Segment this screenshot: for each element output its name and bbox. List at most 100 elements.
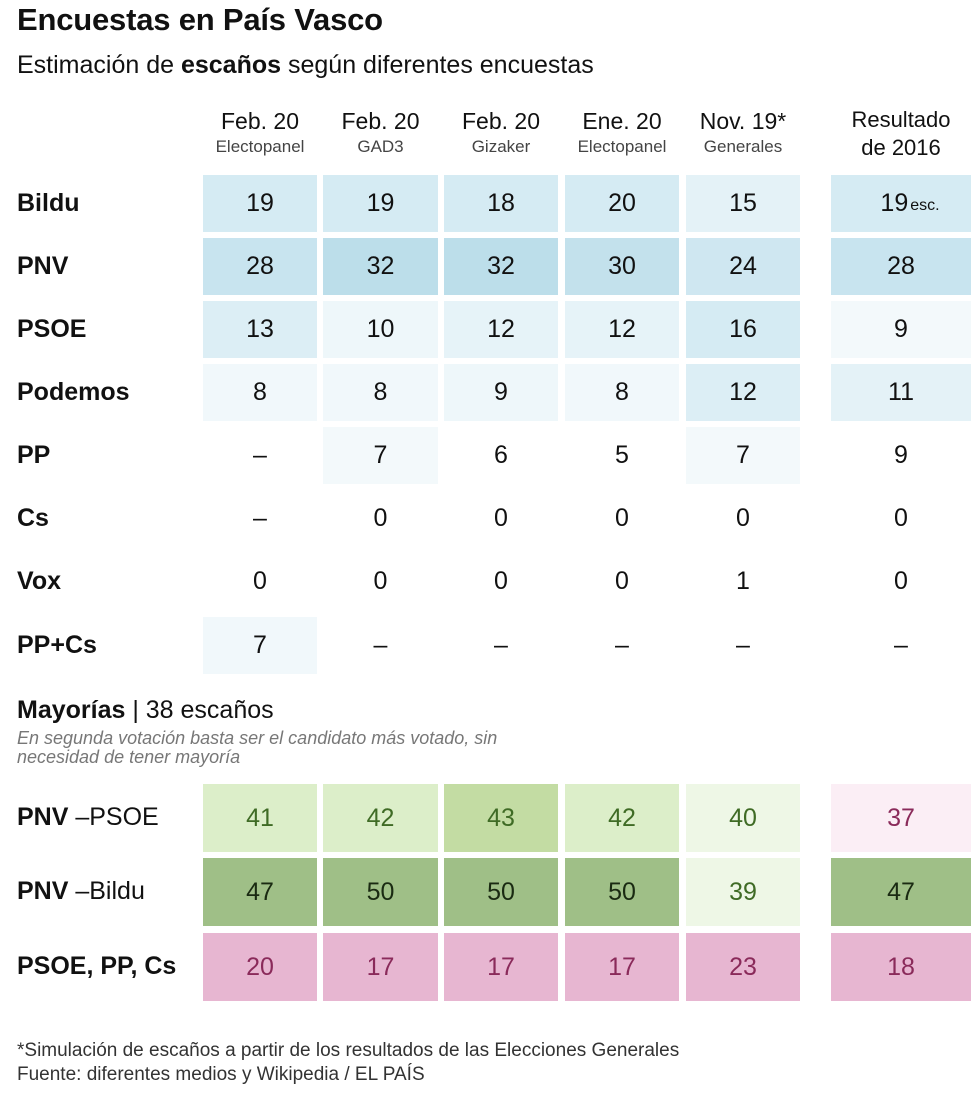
party-label: Bildu xyxy=(17,189,80,217)
seat-cell: – xyxy=(565,617,679,674)
seat-cell: 10 xyxy=(323,301,438,358)
seat-cell: 9 xyxy=(831,301,971,358)
seat-value: 24 xyxy=(729,252,757,280)
majorities-note: En segunda votación basta ser el candida… xyxy=(17,728,498,767)
column-header: Ene. 20 Electopanel xyxy=(565,110,679,156)
seat-cell: 0 xyxy=(323,553,438,610)
seat-value: 8 xyxy=(615,378,629,406)
seat-value: 10 xyxy=(366,315,395,343)
coalition-label: PNV –Bildu xyxy=(17,877,145,906)
seat-value: 0 xyxy=(494,504,508,532)
seat-cell: 19 xyxy=(323,175,438,232)
majorities-heading: Mayorías | 38 escaños xyxy=(17,696,274,725)
seat-value: – xyxy=(373,631,388,659)
column-header-line2: Electopanel xyxy=(215,137,305,156)
seat-unit: esc. xyxy=(910,196,940,214)
seat-value: 12 xyxy=(729,378,757,406)
seat-cell: 0 xyxy=(686,490,800,547)
seat-cell: 0 xyxy=(203,553,317,610)
seat-cell: 0 xyxy=(565,553,679,610)
majorities-heading-bold: Mayorías xyxy=(17,696,126,724)
seat-cell: 0 xyxy=(831,553,971,610)
seat-value: – xyxy=(253,504,267,532)
seat-cell: – xyxy=(444,617,558,674)
seat-value: 5 xyxy=(615,441,629,469)
column-header-line2: de 2016 xyxy=(861,135,941,160)
majority-value: 50 xyxy=(487,877,515,906)
seat-value: 16 xyxy=(729,315,757,343)
seat-cell: 0 xyxy=(831,490,971,547)
coalition-label-bold: PNV xyxy=(17,877,69,905)
seat-cell: 8 xyxy=(323,364,438,421)
column-header-line1: Resultado xyxy=(851,107,951,132)
seat-value: 0 xyxy=(373,504,388,532)
majority-cell: 47 xyxy=(203,858,317,926)
coalition-label-bold: PNV xyxy=(17,803,69,831)
majority-cell: 37 xyxy=(831,784,971,852)
majority-value: 47 xyxy=(246,877,274,906)
chart-subtitle: Estimación de escaños según diferentes e… xyxy=(17,51,594,80)
seat-value: – xyxy=(494,631,508,659)
footnote-source: Fuente: diferentes medios y Wikipedia / … xyxy=(17,1064,425,1085)
seat-value: 9 xyxy=(894,441,908,469)
seat-cell: 12 xyxy=(444,301,558,358)
seat-cell: 0 xyxy=(444,553,558,610)
column-header: Feb. 20 GAD3 xyxy=(323,110,438,156)
majority-cell: 17 xyxy=(444,933,558,1001)
seat-cell: 11 xyxy=(831,364,971,421)
seat-cell: – xyxy=(831,617,971,674)
seat-value: 12 xyxy=(608,315,636,343)
majority-cell: 18 xyxy=(831,933,971,1001)
seat-cell: 32 xyxy=(444,238,558,295)
seat-value: 9 xyxy=(894,315,908,343)
seat-value: 19 xyxy=(246,189,274,217)
majorities-heading-rest: | 38 escaños xyxy=(125,696,274,724)
seat-value: – xyxy=(615,631,629,659)
seat-value: 32 xyxy=(487,252,515,280)
column-header-line1: Feb. 20 xyxy=(462,108,540,134)
majority-value: 40 xyxy=(729,803,757,832)
column-header: Resultado de 2016 xyxy=(831,106,971,162)
majority-cell: 23 xyxy=(686,933,800,1001)
subtitle-post: según diferentes encuestas xyxy=(281,51,594,79)
seat-value: 19 xyxy=(880,189,909,217)
majority-cell: 42 xyxy=(323,784,438,852)
seat-cell: 0 xyxy=(323,490,438,547)
seat-cell: 7 xyxy=(323,427,438,484)
majority-value: 17 xyxy=(608,952,636,981)
seat-cell: 1 xyxy=(686,553,800,610)
majority-cell: 40 xyxy=(686,784,800,852)
column-header-line2: Gizaker xyxy=(471,137,531,156)
majority-value: 50 xyxy=(366,877,395,906)
footnote-simulation: *Simulación de escaños a partir de los r… xyxy=(17,1040,680,1061)
party-label: Podemos xyxy=(17,378,130,406)
seat-value: 0 xyxy=(615,567,629,595)
column-header: Feb. 20 Gizaker xyxy=(444,108,558,156)
seat-value: 13 xyxy=(246,315,274,343)
seat-value: 7 xyxy=(373,441,388,469)
seat-value: 28 xyxy=(887,252,915,280)
column-header-line1: Feb. 20 xyxy=(221,108,299,134)
majority-value: 39 xyxy=(729,877,757,906)
seat-cell: 13 xyxy=(203,301,317,358)
seat-cell: 32 xyxy=(323,238,438,295)
majority-value: 23 xyxy=(729,952,757,981)
seat-cell: 16 xyxy=(686,301,800,358)
seat-cell: – xyxy=(203,427,317,484)
party-label: PSOE xyxy=(17,315,87,343)
majority-value: 37 xyxy=(887,803,915,832)
seat-cell: 20 xyxy=(565,175,679,232)
majority-value: 20 xyxy=(246,952,274,981)
seat-cell: 28 xyxy=(831,238,971,295)
majority-cell: 43 xyxy=(444,784,558,852)
majority-value: 47 xyxy=(887,877,915,906)
majority-cell: 50 xyxy=(323,858,438,926)
seat-value: 7 xyxy=(736,441,750,469)
party-label: PNV xyxy=(17,252,69,280)
seat-cell: 18 xyxy=(444,175,558,232)
column-header-line1: Nov. 19* xyxy=(699,108,787,134)
majority-value: 50 xyxy=(608,877,636,906)
column-header-line2: GAD3 xyxy=(357,137,404,156)
column-header: Feb. 20 Electopanel xyxy=(203,108,317,156)
coalition-label-rest: –PSOE xyxy=(68,803,159,831)
